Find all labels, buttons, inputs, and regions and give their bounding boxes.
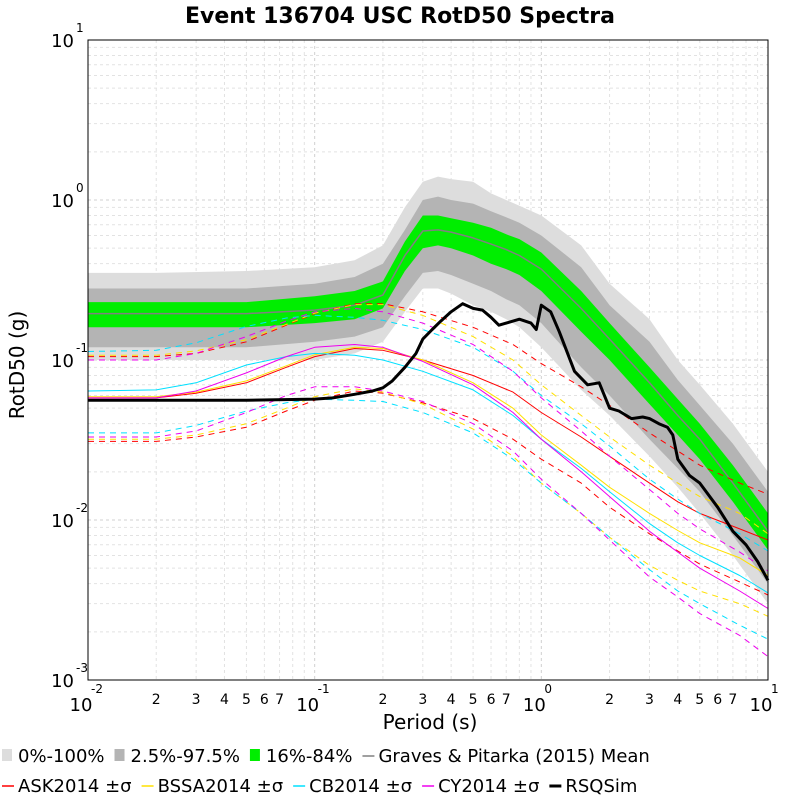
series-cb2014 [87, 352, 769, 594]
y-tick-base: 10 [51, 351, 74, 372]
legend-label: CB2014 ±σ [309, 776, 412, 797]
series-rsqsim [88, 302, 770, 582]
legend-item: CY2014 ±σ [422, 776, 539, 797]
y-tick-exponent: 0 [76, 181, 84, 195]
y-major-tick-label: 10-2 [51, 501, 88, 532]
x-minor-tick-label: 4 [220, 692, 229, 708]
y-major-tick-label: 100 [51, 181, 84, 212]
plot-border [87, 39, 769, 681]
series-graves-pitarka-2015-mean [88, 229, 769, 532]
percentile-bands [88, 176, 768, 604]
legend-swatch [249, 749, 260, 761]
legend-item: RSQSim [549, 776, 637, 797]
y-tick-exponent: 1 [76, 21, 84, 35]
x-minor-tick-label: 6 [260, 692, 269, 708]
y-tick-base: 10 [51, 31, 74, 52]
plot-frame [87, 39, 769, 681]
band-2-5-97-5- [88, 196, 768, 584]
series-cy2014-minus-sigma [88, 386, 769, 658]
y-major-tick-label: 10-3 [51, 661, 88, 692]
x-minor-tick-label: 5 [242, 692, 251, 708]
x-tick-exponent: -1 [318, 682, 330, 696]
y-tick-base: 10 [51, 191, 74, 212]
y-major-tick-label: 101 [51, 21, 84, 52]
legend-label: ASK2014 ±σ [18, 776, 132, 797]
x-minor-tick-label: 2 [152, 692, 161, 708]
x-major-tick-label: 100 [523, 682, 552, 716]
legend-swatch [2, 749, 12, 761]
x-minor-tick-label: 6 [487, 692, 496, 708]
x-minor-tick-label: 5 [469, 692, 478, 708]
series-bssa2014 [88, 346, 769, 576]
x-tick-base: 10 [296, 695, 319, 716]
x-minor-tick-label: 6 [713, 692, 722, 708]
x-tick-exponent: 1 [771, 682, 779, 696]
x-major-tick-label: 10-2 [70, 682, 103, 716]
series-bssa2014-minus-sigma [88, 388, 769, 617]
legend: 0%-100% 2.5%-97.5% 16%-84% Graves & Pitarka… [2, 746, 650, 797]
x-axis-label: Period (s) [383, 710, 478, 734]
legend-item: 16%-84% [249, 746, 353, 767]
legend-label: BSSA2014 ±σ [158, 776, 284, 797]
x-minor-tick-label: 7 [728, 692, 737, 708]
legend-item: 2.5%-97.5% [114, 746, 240, 767]
legend-label: RSQSim [565, 776, 637, 797]
x-minor-tick-label: 4 [447, 692, 456, 708]
x-major-tick-label: 10-1 [296, 682, 329, 716]
x-tick-exponent: -2 [91, 682, 103, 696]
legend-item: ASK2014 ±σ [2, 776, 132, 797]
x-tick-base: 10 [750, 695, 773, 716]
y-tick-base: 10 [51, 671, 74, 692]
legend-label: 2.5%-97.5% [131, 746, 240, 767]
band-16-84- [88, 215, 768, 550]
x-minor-tick-label: 2 [378, 692, 387, 708]
chart-title: Event 136704 USC RotD50 Spectra [185, 4, 615, 29]
series-cb2014-minus-sigma [88, 398, 769, 640]
x-minor-tick-label: 4 [673, 692, 682, 708]
series-lines [87, 229, 770, 658]
y-axis-label: RotD50 (g) [5, 311, 29, 420]
legend-item: CB2014 ±σ [293, 776, 412, 797]
series-bssa2014-plusminus-sigma [88, 304, 769, 535]
y-major-tick-label: 10-1 [51, 341, 88, 372]
series-cy2014 [88, 344, 769, 609]
band-0-100- [88, 176, 768, 604]
x-minor-tick-label: 3 [418, 692, 427, 708]
legend-item: 0%-100% [2, 746, 105, 767]
legend-swatch [114, 749, 125, 761]
y-tick-exponent: -3 [76, 661, 88, 675]
x-tick-base: 10 [70, 695, 93, 716]
legend-item: Graves & Pitarka (2015) Mean [362, 746, 650, 767]
x-minor-tick-label: 5 [695, 692, 704, 708]
y-tick-exponent: -2 [76, 501, 88, 515]
legend-label: Graves & Pitarka (2015) Mean [378, 746, 649, 767]
x-tick-exponent: 0 [544, 682, 552, 696]
legend-label: CY2014 ±σ [438, 776, 539, 797]
x-tick-base: 10 [523, 695, 546, 716]
series-cy2014-plusminus-sigma [88, 307, 769, 572]
y-tick-base: 10 [51, 511, 74, 532]
y-tick-exponent: -1 [76, 341, 88, 355]
series-ask2014-minus-sigma [88, 390, 769, 596]
x-minor-tick-label: 3 [645, 692, 654, 708]
x-minor-tick-label: 2 [605, 692, 614, 708]
x-minor-tick-label: 3 [192, 692, 201, 708]
x-minor-tick-label: 7 [502, 692, 511, 708]
legend-label: 0%-100% [18, 746, 105, 767]
x-minor-tick-label: 7 [275, 692, 284, 708]
series-ask2014 [88, 348, 769, 541]
x-major-tick-label: 101 [750, 682, 779, 716]
legend-label: 16%-84% [266, 746, 353, 767]
legend-item: BSSA2014 ±σ [141, 776, 284, 797]
series-ask2014-plusminus-sigma [88, 303, 769, 495]
